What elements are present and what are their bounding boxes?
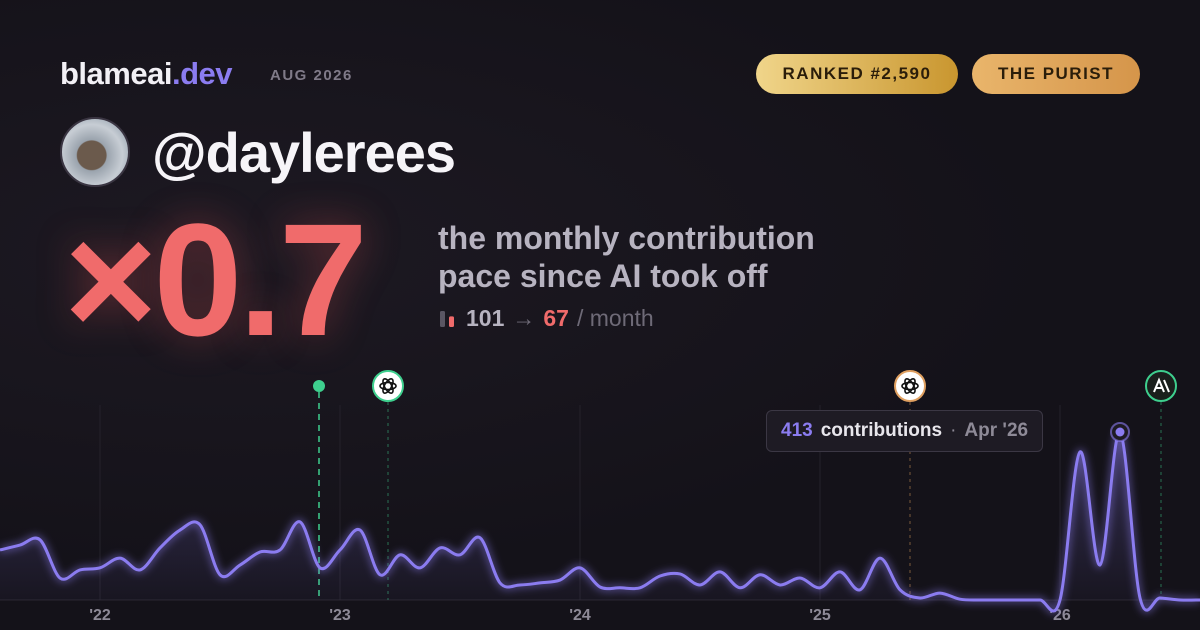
arrow: → [512, 305, 536, 331]
x-tick-label: '25 [809, 607, 831, 624]
area [0, 431, 1200, 611]
brand-suffix: .dev [171, 56, 233, 91]
after-value: 67 [543, 305, 569, 331]
peak-point [1115, 427, 1125, 437]
event-dot [313, 380, 325, 392]
x-tick-label: '23 [329, 607, 351, 624]
pace: 101 → 67 / month [438, 305, 654, 332]
tooltip-date: Apr '26 [964, 420, 1029, 441]
avatar [60, 117, 130, 187]
tooltip: 413 contributions · Apr '26 [766, 410, 1044, 452]
tooltip-separator: · [950, 420, 957, 441]
before-value: 101 [466, 305, 505, 331]
plot [0, 422, 1200, 614]
openai-icon [372, 370, 404, 402]
multiplier: ×0.7 [64, 190, 368, 369]
brand: blameai.dev [60, 56, 232, 92]
anthropic-icon [1145, 370, 1177, 402]
line [0, 430, 1200, 613]
caption: the monthly contribution [438, 220, 815, 256]
rank-badge: RANKED #2,590 [756, 54, 958, 94]
tooltip-value: 413 [781, 420, 813, 441]
x-tick-label: '22 [89, 607, 111, 624]
title-badge: THE PURIST [972, 54, 1140, 94]
tooltip-label: contributions [820, 420, 943, 441]
year-grid: '22'23'24'25'26 [89, 405, 1071, 624]
x-tick-label: '24 [569, 607, 591, 624]
date: AUG 2026 [270, 67, 353, 84]
openai-icon [894, 370, 926, 402]
caption: pace since AI took off [438, 258, 768, 294]
after-bar [449, 315, 454, 327]
unit: / month [576, 305, 654, 331]
handle: @daylerees [152, 121, 456, 184]
brand-name: blameai [60, 56, 172, 91]
pace-bars [440, 310, 454, 327]
before-bar [440, 310, 445, 327]
